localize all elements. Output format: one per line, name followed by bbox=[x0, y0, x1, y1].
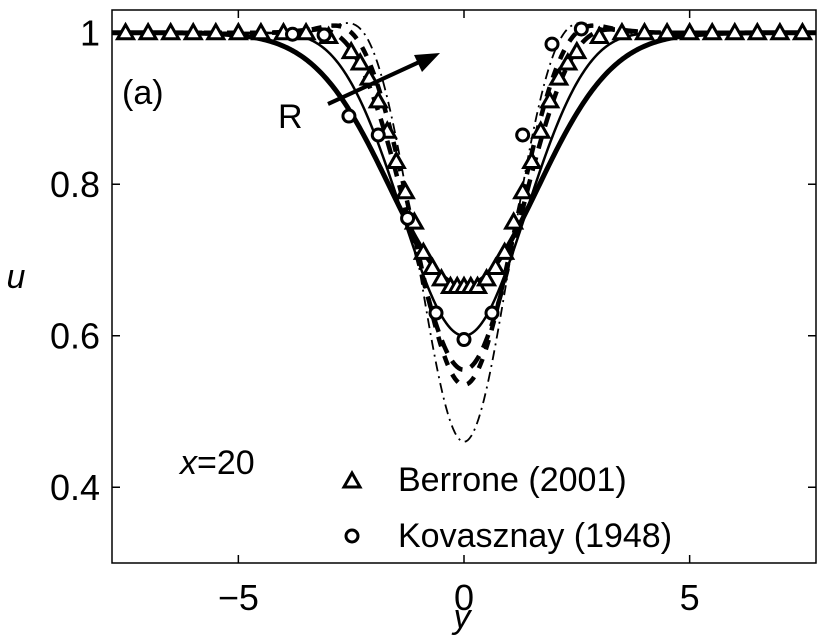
data-markers bbox=[114, 21, 814, 348]
data-point-kovasznay bbox=[400, 210, 416, 226]
data-point-berrone bbox=[295, 21, 317, 41]
y-tick-label: 0.4 bbox=[50, 467, 100, 508]
data-point-berrone bbox=[539, 89, 561, 109]
x-tick-label: 0 bbox=[454, 577, 474, 618]
data-point-berrone bbox=[250, 21, 272, 41]
legend-marker-triangle bbox=[341, 469, 363, 489]
data-point-berrone bbox=[791, 21, 814, 41]
data-point-berrone bbox=[521, 150, 543, 170]
data-point-berrone bbox=[385, 150, 407, 170]
data-point-berrone bbox=[548, 67, 570, 86]
data-point-berrone bbox=[182, 21, 204, 41]
data-point-berrone bbox=[430, 267, 453, 287]
data-point-berrone bbox=[656, 21, 678, 41]
legend-triangle-marker bbox=[341, 469, 363, 489]
x-tick-label: −5 bbox=[218, 577, 259, 618]
arrow-label: R bbox=[278, 98, 303, 136]
data-point-berrone bbox=[679, 21, 701, 41]
data-point-berrone bbox=[633, 21, 656, 41]
data-point-berrone bbox=[367, 89, 389, 109]
data-point-berrone bbox=[512, 180, 534, 200]
legend: Berrone (2001) Kovasznay (1948) bbox=[341, 461, 672, 555]
x-axis-label: y bbox=[452, 598, 473, 635]
data-point-berrone bbox=[494, 241, 516, 260]
data-point-kovasznay bbox=[370, 127, 386, 143]
data-point-kovasznay bbox=[484, 305, 500, 321]
legend-label-kovasznay: Kovasznay (1948) bbox=[398, 517, 672, 555]
data-point-kovasznay bbox=[428, 305, 444, 321]
data-point-kovasznay bbox=[316, 27, 332, 43]
data-point-berrone bbox=[701, 21, 723, 41]
y-axis-label: u bbox=[7, 258, 26, 296]
data-point-kovasznay bbox=[285, 26, 301, 42]
data-point-berrone bbox=[137, 21, 159, 41]
data-point-berrone bbox=[746, 21, 768, 41]
data-point-berrone bbox=[475, 267, 498, 287]
legend-label-berrone: Berrone (2001) bbox=[398, 461, 627, 499]
data-point-berrone bbox=[503, 211, 525, 230]
data-point-berrone bbox=[588, 25, 610, 45]
y-axis: 0.4 0.6 0.8 1 bbox=[50, 13, 816, 508]
data-point-berrone bbox=[349, 52, 371, 71]
data-point-berrone bbox=[340, 40, 362, 60]
data-point-berrone bbox=[557, 52, 579, 71]
data-point-berrone bbox=[724, 21, 746, 41]
x-axis: −5 0 5 bbox=[218, 10, 700, 618]
direction-arrow bbox=[327, 53, 440, 106]
legend-marker-circle bbox=[344, 528, 360, 544]
y-tick-label: 1 bbox=[80, 13, 100, 54]
data-point-kovasznay bbox=[515, 127, 531, 143]
panel-label: (a) bbox=[122, 74, 164, 112]
data-point-kovasznay bbox=[456, 332, 472, 348]
data-point-kovasznay bbox=[544, 36, 560, 52]
data-point-berrone bbox=[160, 21, 182, 41]
data-point-berrone bbox=[412, 241, 434, 260]
data-point-berrone bbox=[421, 256, 443, 276]
data-point-berrone bbox=[227, 21, 249, 41]
data-point-berrone bbox=[566, 40, 588, 60]
x-tick-label: 5 bbox=[680, 577, 700, 618]
station-label: x=20 bbox=[178, 444, 255, 482]
data-point-kovasznay bbox=[341, 108, 357, 124]
data-point-berrone bbox=[485, 256, 507, 276]
y-tick-label: 0.8 bbox=[50, 164, 100, 205]
data-point-kovasznay bbox=[573, 21, 589, 37]
data-point-berrone bbox=[769, 21, 791, 41]
y-tick-label: 0.6 bbox=[50, 316, 100, 357]
data-point-berrone bbox=[205, 21, 227, 41]
data-point-berrone bbox=[114, 21, 137, 41]
legend-circle-marker bbox=[344, 528, 360, 544]
curve-dash-dot bbox=[112, 22, 816, 443]
data-point-berrone bbox=[611, 21, 633, 41]
data-point-berrone bbox=[394, 180, 416, 200]
data-point-berrone bbox=[530, 120, 552, 139]
